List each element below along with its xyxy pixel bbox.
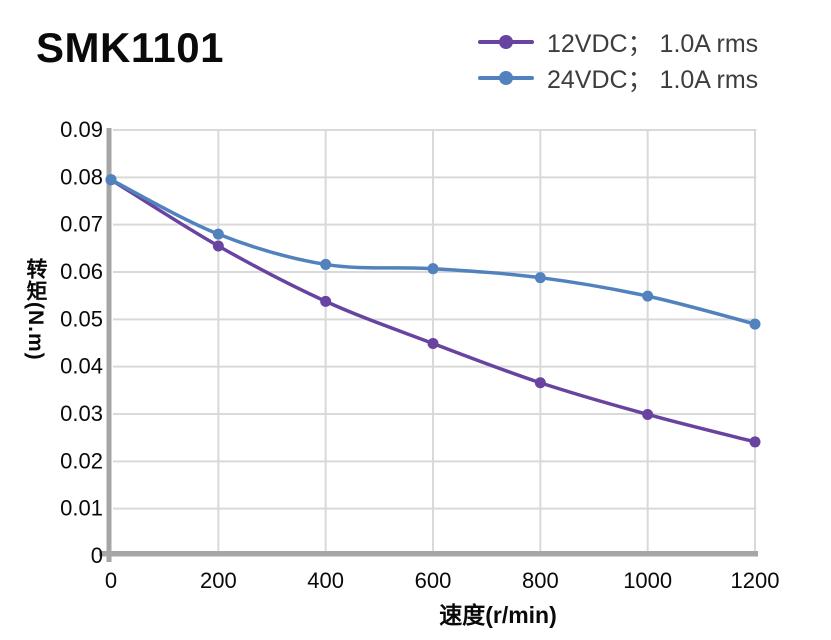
y-tick-label: 0.05: [60, 306, 103, 331]
x-tick-label: 1000: [623, 568, 672, 593]
x-tick-label: 1200: [731, 568, 780, 593]
y-tick-label: 0.01: [60, 496, 103, 521]
data-point-marker-12vdc: [749, 436, 761, 448]
data-point-marker-12vdc: [320, 295, 332, 307]
x-tick-label: 600: [415, 568, 452, 593]
data-point-marker-24vdc: [642, 290, 654, 302]
data-point-marker-24vdc: [534, 272, 546, 284]
data-point-marker-24vdc: [105, 174, 117, 186]
y-tick-label: 0.08: [60, 164, 103, 189]
data-point-marker-12vdc: [427, 337, 439, 349]
legend-label-12vdc: 12VDC； 1.0A rms: [547, 29, 759, 58]
data-point-marker-12vdc: [534, 377, 546, 389]
data-point-marker-24vdc: [749, 318, 761, 330]
x-axis-title: 速度(r/min): [439, 602, 557, 628]
y-tick-label: 0.03: [60, 401, 103, 426]
x-tick-label: 0: [105, 568, 117, 593]
line-dot-icon: [478, 34, 534, 49]
legend-label-24vdc: 24VDC； 1.0A rms: [547, 65, 759, 94]
legend-item-24vdc: 24VDC； 1.0A rms: [478, 62, 759, 94]
x-tick-label: 800: [522, 568, 559, 593]
line-dot-icon: [478, 70, 534, 85]
data-point-marker-24vdc: [320, 258, 332, 270]
x-tick-label: 400: [307, 568, 344, 593]
y-axis-line: [106, 128, 112, 562]
y-axis-title: 转矩(N.m): [24, 258, 47, 361]
y-tick-label: 0.06: [60, 259, 103, 284]
y-tick-label: 0.07: [60, 212, 103, 237]
data-point-marker-12vdc: [642, 408, 654, 420]
legend: 12VDC； 1.0A rms 24VDC； 1.0A rms: [478, 26, 759, 94]
legend-dot-swatch: [499, 70, 513, 85]
chart-title: SMK1101: [36, 24, 224, 71]
data-point-marker-12vdc: [212, 240, 224, 252]
data-point-marker-24vdc: [212, 228, 224, 240]
y-tick-label: 0.02: [60, 448, 103, 473]
data-point-marker-24vdc: [427, 263, 439, 275]
y-tick-label: 0.04: [60, 354, 103, 379]
legend-item-12vdc: 12VDC； 1.0A rms: [478, 26, 759, 58]
x-axis-line: [99, 551, 758, 557]
y-tick-label: 0: [91, 543, 103, 568]
y-tick-label: 0.09: [60, 117, 103, 142]
x-tick-label: 200: [200, 568, 237, 593]
legend-dot-swatch: [499, 34, 513, 49]
